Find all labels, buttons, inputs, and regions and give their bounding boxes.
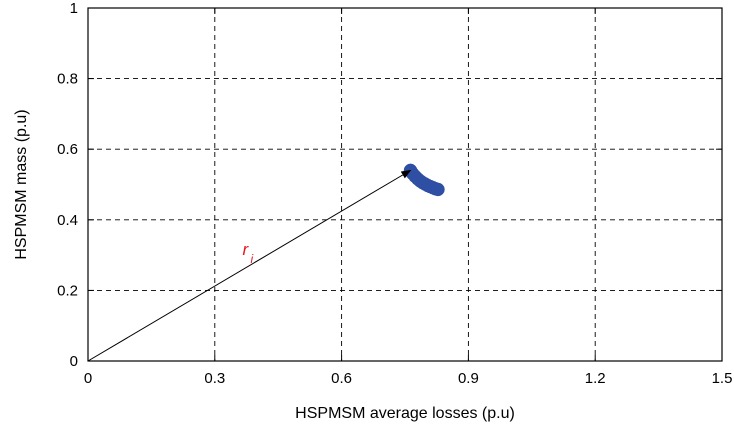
data-point bbox=[431, 182, 445, 197]
arrow-ri bbox=[87, 169, 412, 362]
y-axis-ticks: 0 0.2 0.4 0.6 0.8 1 bbox=[57, 0, 722, 370]
x-axis-ticks: 0 0.3 0.6 0.9 1.2 1.5 bbox=[84, 8, 733, 387]
x-axis-label: HSPMSM average losses (p.u) bbox=[295, 405, 515, 422]
x-tick-label: 0 bbox=[84, 370, 92, 387]
y-tick-label: 0.4 bbox=[57, 212, 78, 229]
y-axis-label: HSPMSM mass (p.u) bbox=[13, 109, 30, 259]
y-tick-label: 0.2 bbox=[57, 282, 78, 299]
plot-frame bbox=[87, 7, 723, 362]
data-marks bbox=[403, 163, 445, 197]
y-tick-label: 0.8 bbox=[57, 71, 78, 88]
y-tick-label: 0 bbox=[70, 353, 78, 370]
x-tick-label: 1.5 bbox=[712, 370, 733, 387]
x-tick-label: 0.9 bbox=[458, 370, 479, 387]
x-tick-label: 0.6 bbox=[331, 370, 352, 387]
grid bbox=[88, 8, 722, 361]
annotation-subscript-i: i bbox=[251, 252, 254, 266]
y-tick-label: 1 bbox=[70, 0, 78, 17]
annotation-r: r bbox=[243, 240, 250, 259]
x-tick-label: 1.2 bbox=[585, 370, 606, 387]
x-tick-label: 0.3 bbox=[204, 370, 225, 387]
y-tick-label: 0.6 bbox=[57, 141, 78, 158]
